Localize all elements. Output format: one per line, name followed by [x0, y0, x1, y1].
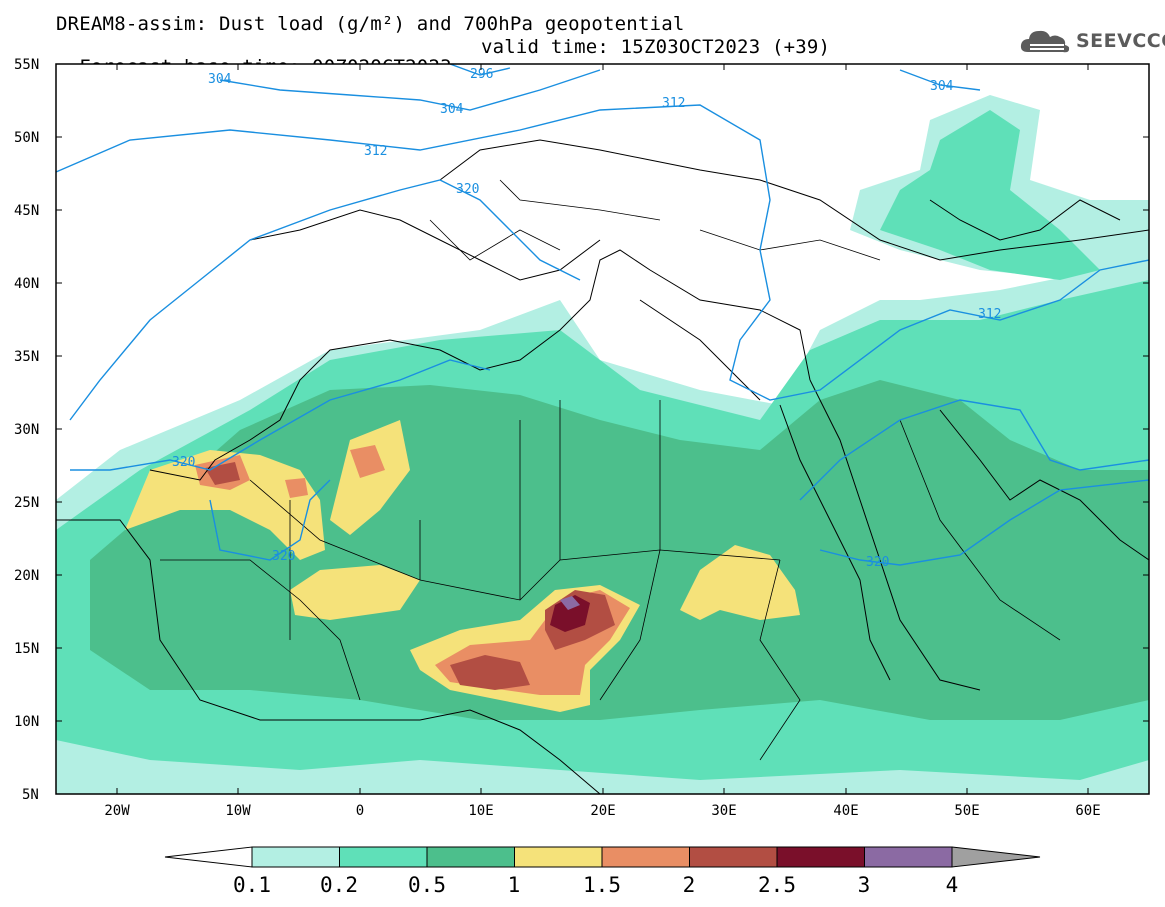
contour-label: 304: [930, 79, 954, 94]
dust-level-1-mali: [290, 565, 420, 620]
valid-time-label: valid time: 15Z03OCT2023 (+39): [481, 36, 831, 58]
contour-label: 312: [662, 96, 685, 111]
lat-tick-label: 5N: [22, 787, 39, 803]
cloud-icon: [1020, 30, 1070, 53]
lat-tick-label: 35N: [14, 349, 39, 365]
dust-field: 304 296 304 312 312 320 304 312 320 320 …: [56, 64, 1149, 794]
lat-tick-label: 40N: [14, 276, 39, 292]
coastlines: [56, 139, 1149, 794]
lat-tick-label: 50N: [14, 130, 39, 146]
country-borders: [160, 179, 1061, 761]
dust-level-1-west: [125, 450, 325, 560]
contour-label: 320: [272, 549, 295, 564]
contour-label: 312: [364, 144, 387, 159]
lon-tick-label: 60E: [1075, 803, 1100, 819]
contour-label: 304: [440, 102, 464, 117]
contour-label: 296: [470, 67, 493, 82]
lon-tick-label: 30E: [711, 803, 736, 819]
lat-tick-label: 55N: [14, 57, 39, 73]
colorbar-tick-label: 2: [683, 873, 696, 897]
lat-tick-label: 20N: [14, 568, 39, 584]
colorbar-box: [776, 846, 865, 868]
contour-label: 320: [172, 455, 195, 470]
colorbar-box: [601, 846, 690, 868]
colorbar-tick-label: 0.1: [233, 873, 271, 897]
dust-level-0.5: [90, 380, 1149, 720]
colorbar-under-arrow: [164, 846, 253, 868]
colorbar-tick-label: 4: [946, 873, 959, 897]
lon-tick-label: 50E: [954, 803, 979, 819]
colorbar-box: [251, 846, 340, 868]
colorbar-tick-label: 0.5: [408, 873, 446, 897]
latitude-labels: 55N 50N 45N 40N 35N 30N 25N 20N 15N 10N …: [14, 57, 39, 803]
lon-tick-label: 0: [356, 803, 364, 819]
colorbar-box: [339, 846, 428, 868]
lon-tick-label: 40E: [833, 803, 858, 819]
colorbar-tick-label: 1: [508, 873, 521, 897]
dust-level-2.5-chad: [550, 595, 590, 632]
geopotential-contours: [56, 64, 1149, 566]
contour-label: 304: [208, 72, 232, 87]
colorbar-box: [514, 846, 603, 868]
colorbar-tick-label: 0.2: [320, 873, 358, 897]
colorbar-box: [426, 846, 515, 868]
colorbar-box: [864, 846, 953, 868]
logo-text: SEEVCCC: [1076, 30, 1165, 52]
lat-tick-label: 15N: [14, 641, 39, 657]
contour-label: 320: [456, 182, 479, 197]
dust-level-0.2-north: [880, 110, 1100, 280]
lat-tick-label: 10N: [14, 714, 39, 730]
colorbar-over-arrow: [951, 846, 1041, 868]
seevccc-logo: SEEVCCC: [1018, 24, 1165, 60]
contour-labels: 304 296 304 312 312 320 304 312 320 320 …: [172, 67, 1001, 570]
colorbar-tick-label: 2.5: [758, 873, 796, 897]
contour-label: 320: [866, 555, 889, 570]
dust-level-3-chad: [560, 596, 580, 610]
colorbar: 0.1 0.2 0.5 1 1.5 2 2.5 3 4: [164, 846, 1041, 897]
lon-tick-label: 20W: [104, 803, 130, 819]
lon-tick-label: 10W: [225, 803, 251, 819]
lat-tick-label: 30N: [14, 422, 39, 438]
contour-label: 312: [978, 307, 1001, 322]
colorbar-tick-label: 1.5: [583, 873, 621, 897]
axis-ticks: [56, 63, 1149, 794]
colorbar-box: [689, 846, 778, 868]
lat-tick-label: 25N: [14, 495, 39, 511]
map-title: DREAM8-assim: Dust load (g/m²) and 700hP…: [56, 13, 685, 35]
lon-tick-label: 20E: [590, 803, 615, 819]
lon-tick-label: 10E: [468, 803, 493, 819]
lat-tick-label: 45N: [14, 203, 39, 219]
dust-level-1-algeria: [330, 420, 410, 535]
longitude-labels: 20W 10W 0 10E 20E 30E 40E 50E 60E: [104, 803, 1100, 819]
colorbar-tick-label: 3: [858, 873, 871, 897]
